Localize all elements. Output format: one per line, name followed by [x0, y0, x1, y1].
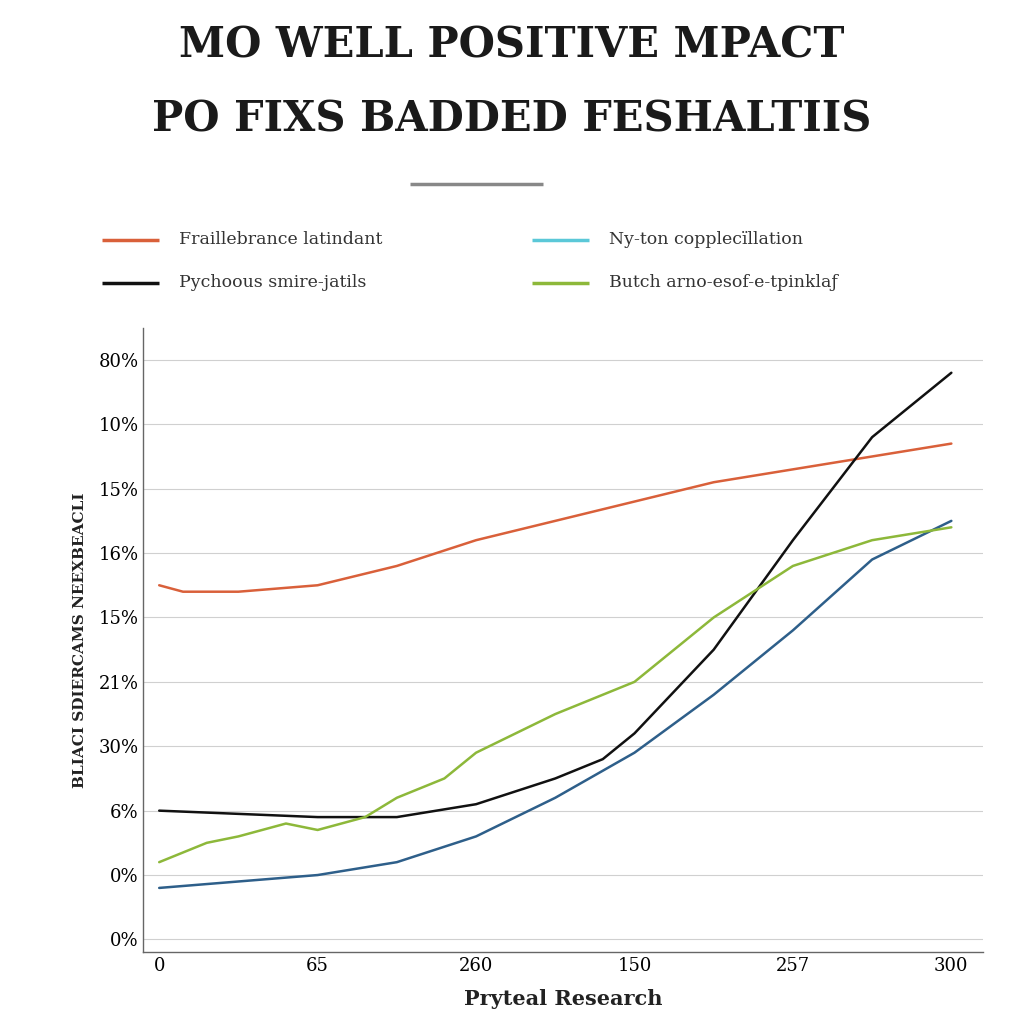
- Text: Fraillebrance latindant: Fraillebrance latindant: [179, 231, 383, 248]
- Text: PO FIXS BADDED FESHALTIIS: PO FIXS BADDED FESHALTIIS: [153, 98, 871, 140]
- Text: Pychoous smire-jatils: Pychoous smire-jatils: [179, 274, 367, 291]
- Text: MO WELL POSITIVE MPACT: MO WELL POSITIVE MPACT: [179, 25, 845, 67]
- X-axis label: Pryteal Research: Pryteal Research: [464, 989, 663, 1009]
- Text: Butch arno-esof-e-tpinklaƒ: Butch arno-esof-e-tpinklaƒ: [609, 274, 839, 291]
- Text: Ny-ton copplecïllation: Ny-ton copplecïllation: [609, 231, 803, 248]
- Y-axis label: BLIACI SDIERCAMS NEEXBEACLI: BLIACI SDIERCAMS NEEXBEACLI: [74, 493, 87, 787]
